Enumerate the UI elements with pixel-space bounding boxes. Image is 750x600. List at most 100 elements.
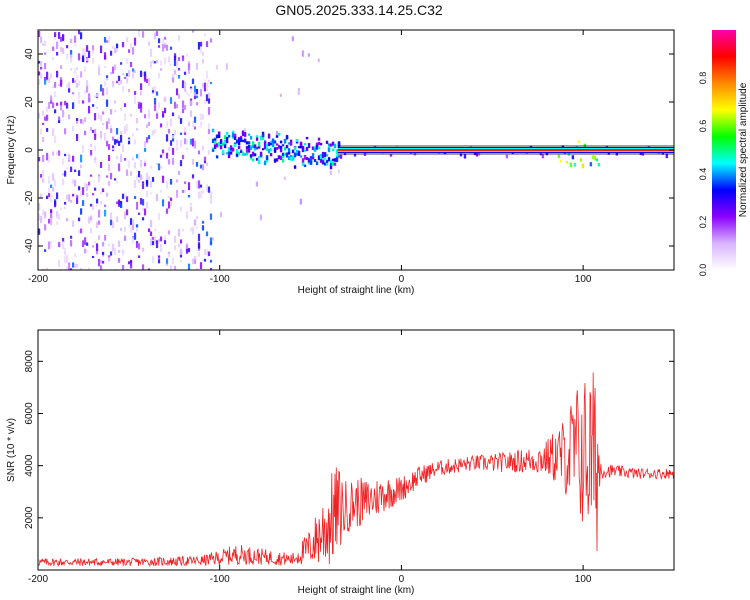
spectrogram-cell xyxy=(183,131,187,135)
spectrogram-cell xyxy=(229,151,233,155)
spectrogram-cell xyxy=(87,181,91,186)
spectrogram-cell xyxy=(99,191,103,195)
spectrogram-cell xyxy=(295,151,299,156)
spectrogram-cell xyxy=(181,80,185,89)
spectrogram-cell xyxy=(191,158,195,165)
spectrogram-cell xyxy=(85,57,89,62)
spectrogram-cell xyxy=(337,169,340,174)
spectrogram-cell xyxy=(75,82,79,88)
spectrogram-cell xyxy=(297,146,301,149)
spectrogram-cell xyxy=(203,258,207,262)
spectrogram-cell xyxy=(151,240,155,246)
spectrogram-cell xyxy=(197,242,201,249)
spectrogram-cell xyxy=(59,65,63,70)
spectrogram-cell xyxy=(127,49,131,53)
spectrogram-cell xyxy=(125,196,129,203)
spectrogram-cell xyxy=(287,156,291,161)
spectrogram-cell xyxy=(155,240,159,249)
spectrogram-cell xyxy=(115,44,119,53)
spectrogram-cell xyxy=(325,162,329,166)
spectrogram-cell xyxy=(167,159,171,165)
spectrogram-cell xyxy=(85,45,89,52)
spectrogram-cell xyxy=(149,48,153,57)
spectrogram-cell xyxy=(157,213,161,220)
spectrogram-cell xyxy=(297,153,301,156)
spectrogram-cell xyxy=(65,102,69,109)
spectrogram-cell xyxy=(117,75,121,82)
spectrogram-cell xyxy=(81,119,85,125)
spectrogram-cell xyxy=(91,45,95,51)
spectrogram-cell xyxy=(305,146,309,151)
spectrogram-cell xyxy=(39,61,43,66)
spectrogram-cell xyxy=(61,34,65,42)
spectrogram-cell xyxy=(109,172,113,180)
spectrogram-cell xyxy=(73,169,77,173)
spectrogram-cell xyxy=(277,144,281,149)
spectrogram-cell xyxy=(153,103,157,111)
spectrogram-cell xyxy=(207,129,211,135)
spectrogram-cell xyxy=(69,268,73,270)
spectrogram-cell xyxy=(57,119,61,124)
spectrogram-cell xyxy=(109,72,113,75)
spectrogram-cell xyxy=(207,186,211,193)
spectrogram-cell xyxy=(143,162,147,167)
spectrogram-cell xyxy=(67,262,71,270)
spectrogram-cell xyxy=(299,198,302,205)
spectrogram-cell xyxy=(257,159,261,165)
spectrogram-cell xyxy=(41,209,45,216)
spectrogram-cell xyxy=(157,45,161,48)
spectrogram-y-label: Frequency (Hz) xyxy=(6,116,17,185)
y-tick-label: -40 xyxy=(24,238,35,253)
spectrogram-cell xyxy=(173,59,177,66)
spectrogram-cell xyxy=(207,123,211,131)
spectrogram-cell xyxy=(149,231,153,237)
spectrogram-cell xyxy=(89,174,93,177)
spectrogram-cell xyxy=(129,61,133,68)
snr-x-ticks: -200 -100 0 100 xyxy=(28,330,592,585)
spectrogram-cell xyxy=(147,176,151,180)
spectrogram-cell xyxy=(247,148,251,153)
spectrogram-cell xyxy=(291,36,294,42)
spectrogram-cell xyxy=(145,180,149,185)
colorbar-tick-label: 0.4 xyxy=(698,168,708,181)
spectrogram-cell xyxy=(51,151,55,156)
spectrogram-cell xyxy=(39,36,43,44)
spectrogram-cell xyxy=(113,100,117,104)
x-tick-label: -100 xyxy=(210,574,230,585)
spectrogram-cell xyxy=(147,41,151,46)
spectrogram-cell xyxy=(565,160,569,164)
spectrogram-cell xyxy=(169,46,173,50)
spectrogram-cell xyxy=(331,141,335,146)
spectrogram-cell xyxy=(59,47,63,52)
spectrogram-cell xyxy=(209,213,213,220)
spectrogram-cell xyxy=(251,143,255,148)
spectrogram-cell xyxy=(225,138,229,144)
spectrogram-cell xyxy=(157,38,161,44)
spectrogram-cell xyxy=(103,52,107,60)
spectrogram-cell xyxy=(57,83,61,87)
spectrogram-cell xyxy=(181,100,185,108)
spectrogram-cell xyxy=(99,259,103,264)
spectrogram-cell xyxy=(327,157,331,162)
spectrogram-cell xyxy=(267,142,271,147)
spectrogram-cell xyxy=(81,240,85,248)
spectrogram-cell xyxy=(155,194,159,202)
chart-title: GN05.2025.333.14.25.C32 xyxy=(275,2,443,18)
spectrogram-cells xyxy=(38,30,671,270)
spectrogram-cell xyxy=(195,180,199,189)
spectrogram-cell xyxy=(311,157,315,160)
spectrogram-cell xyxy=(301,158,305,163)
spectrogram-cell xyxy=(101,260,105,264)
spectrogram-cell xyxy=(245,150,249,156)
spectrogram-cell xyxy=(133,91,137,95)
spectrogram-cell xyxy=(193,255,197,260)
spectrogram-cell xyxy=(57,116,61,121)
spectrogram-cell xyxy=(141,181,145,184)
spectrogram-cell xyxy=(55,221,59,225)
spectrogram-cell xyxy=(41,137,45,143)
spectrogram-cell xyxy=(133,69,137,73)
spectrogram-cell xyxy=(253,148,257,151)
spectrogram-cell xyxy=(283,146,287,151)
spectrogram-cell xyxy=(187,195,191,198)
spectrogram-cell xyxy=(229,145,233,149)
